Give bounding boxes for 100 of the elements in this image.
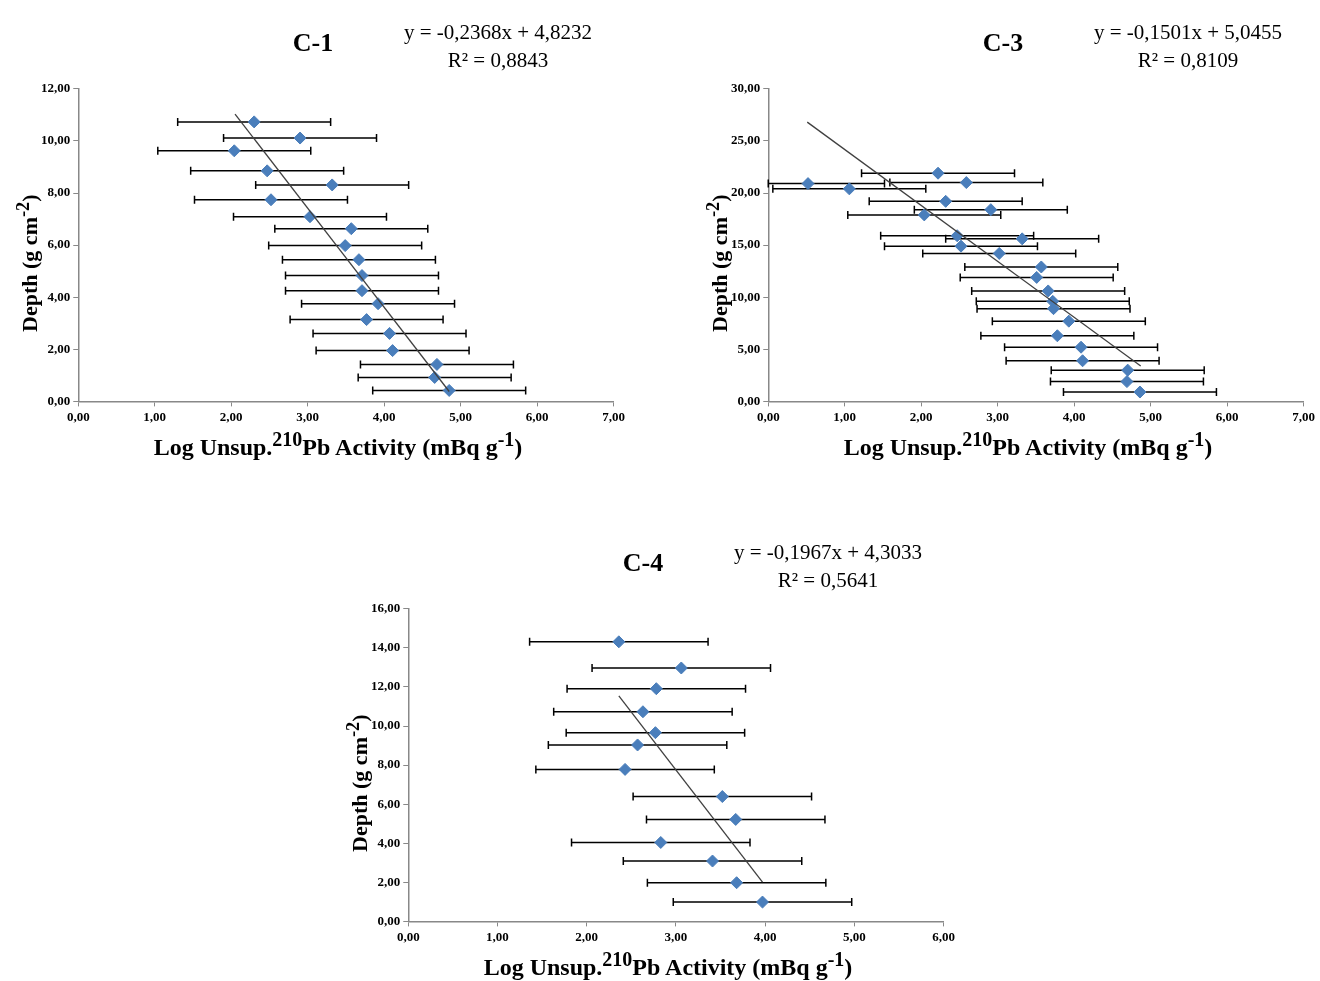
x-tick-label: 1,00	[143, 408, 167, 424]
y-tick-label: 0,00	[377, 912, 401, 928]
point	[1121, 363, 1135, 377]
x-tick-label: 3,00	[986, 408, 1010, 424]
point	[674, 661, 688, 675]
text: R² = 0,5641	[776, 567, 880, 594]
point	[344, 222, 358, 236]
x-tick-label: 1,00	[486, 928, 509, 944]
point	[706, 854, 720, 868]
point	[1034, 260, 1048, 274]
point	[917, 208, 931, 222]
x-axis-title: Log Unsup.$^{210}$Pb Activity (mBq g$^{-1}$)	[482, 948, 854, 981]
y-tick-label: 4,00	[47, 288, 71, 304]
x-tick-label: 3,00	[664, 928, 688, 944]
y-tick-label: 10,00	[731, 288, 761, 304]
point	[931, 166, 945, 180]
point	[1120, 375, 1134, 389]
y-tick-label: 2,00	[47, 340, 71, 356]
x-tick-label: 3,00	[296, 408, 320, 424]
y-tick-label: 6,00	[377, 795, 401, 811]
x-tick-label: 5,00	[843, 928, 866, 944]
x-tick-label: 1,00	[833, 408, 857, 424]
y-tick-label: 16,00	[371, 600, 401, 616]
point	[338, 239, 352, 253]
y-tick-label: 15,00	[731, 236, 761, 252]
point	[1076, 354, 1090, 368]
y-tick-label: 14,00	[371, 639, 401, 655]
point	[1030, 270, 1044, 284]
point	[801, 177, 815, 191]
point	[715, 790, 729, 804]
point	[227, 144, 241, 158]
point	[442, 383, 456, 397]
chart-title: C-3	[981, 28, 1025, 58]
point	[730, 876, 744, 890]
y-tick-label: 4,00	[377, 834, 401, 850]
y-tick-label: 20,00	[731, 184, 761, 200]
point	[648, 726, 662, 740]
y-tick-label: 0,00	[47, 392, 71, 408]
point	[293, 131, 307, 145]
point	[729, 812, 743, 826]
point	[1133, 385, 1147, 399]
point	[383, 326, 397, 340]
point	[386, 344, 400, 358]
x-tick-label: 2,00	[219, 408, 243, 424]
y-tick-label: 0,00	[737, 392, 761, 408]
y-tick-label: 8,00	[47, 184, 71, 200]
y-tick-label: 10,00	[371, 717, 401, 733]
point	[260, 164, 274, 178]
x-tick-label: 0,00	[756, 408, 780, 424]
point	[355, 284, 369, 298]
point	[654, 835, 668, 849]
text: y = -0,1501x + 5,0455	[1092, 19, 1284, 46]
y-tick-label: 8,00	[377, 756, 401, 772]
chart-title: C-4	[621, 548, 665, 578]
point	[360, 313, 374, 327]
point	[649, 682, 663, 696]
point	[612, 635, 626, 649]
point	[352, 253, 366, 267]
x-tick-label: 2,00	[575, 928, 599, 944]
point	[618, 762, 632, 776]
point	[1050, 329, 1064, 343]
x-tick-label: 4,00	[753, 928, 777, 944]
point	[247, 115, 261, 129]
point	[430, 357, 444, 371]
x-tick-label: 7,00	[1292, 408, 1315, 424]
y-tick-label: 2,00	[377, 873, 401, 889]
text: y = -0,1967x + 4,3033	[732, 539, 924, 566]
point	[325, 178, 339, 192]
y-tick-label: 10,00	[41, 132, 71, 148]
x-tick-label: 0,00	[396, 928, 420, 944]
y-tick-label: 12,00	[41, 80, 71, 96]
y-tick-label: 5,00	[737, 340, 761, 356]
y-tick-label: 30,00	[731, 80, 761, 96]
point	[264, 193, 278, 207]
x-tick-label: 6,00	[1215, 408, 1239, 424]
point	[1041, 284, 1055, 298]
chart-title: C-1	[291, 28, 335, 58]
point	[755, 895, 769, 909]
x-tick-label: 6,00	[932, 928, 955, 944]
point	[842, 182, 856, 196]
x-tick-label: 0,00	[66, 408, 90, 424]
point	[959, 176, 973, 190]
x-tick-label: 2,00	[909, 408, 933, 424]
point	[954, 239, 968, 253]
text: y = -0,2368x + 4,8232	[402, 19, 594, 46]
y-tick-label: 6,00	[47, 236, 71, 252]
x-axis-title: Log Unsup.$^{210}$Pb Activity (mBq g$^{-1}$)	[152, 428, 524, 461]
point	[1074, 340, 1088, 354]
x-tick-label: 7,00	[602, 408, 625, 424]
text: R² = 0,8843	[446, 47, 550, 74]
point	[631, 738, 645, 752]
point	[1062, 314, 1076, 328]
point	[636, 705, 650, 719]
y-tick-label: 12,00	[371, 678, 401, 694]
x-tick-label: 4,00	[1062, 408, 1086, 424]
point	[1015, 232, 1029, 246]
x-axis-title: Log Unsup.$^{210}$Pb Activity (mBq g$^{-1}$)	[842, 428, 1214, 461]
point	[992, 246, 1006, 260]
x-tick-label: 6,00	[525, 408, 549, 424]
x-tick-label: 5,00	[449, 408, 473, 424]
